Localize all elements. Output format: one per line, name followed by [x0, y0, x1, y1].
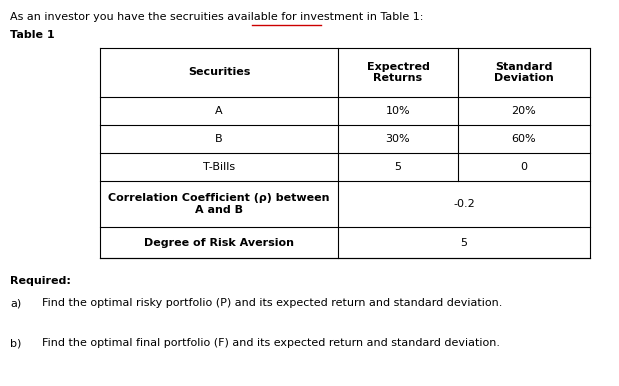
- Text: Table 1: Table 1: [10, 30, 54, 40]
- Text: a): a): [10, 298, 21, 308]
- Text: 5: 5: [461, 238, 467, 248]
- Text: Find the optimal risky portfolio (P) and its expected return and standard deviat: Find the optimal risky portfolio (P) and…: [42, 298, 503, 308]
- Text: Expectred
Returns: Expectred Returns: [366, 61, 430, 83]
- Text: B: B: [215, 134, 223, 144]
- Text: Find the optimal final portfolio (F) and its expected return and standard deviat: Find the optimal final portfolio (F) and…: [42, 338, 500, 348]
- Text: 0: 0: [521, 162, 527, 172]
- Text: b): b): [10, 338, 22, 348]
- Text: 60%: 60%: [512, 134, 536, 144]
- Text: 10%: 10%: [386, 106, 410, 116]
- Text: Degree of Risk Aversion: Degree of Risk Aversion: [144, 238, 294, 248]
- Text: T-Bills: T-Bills: [203, 162, 235, 172]
- Text: Correlation Coefficient (ρ) between
A and B: Correlation Coefficient (ρ) between A an…: [108, 193, 330, 215]
- Text: Required:: Required:: [10, 276, 71, 286]
- Text: -0.2: -0.2: [453, 199, 475, 209]
- Text: 20%: 20%: [512, 106, 537, 116]
- Text: As an investor you have the secruities available for investment in Table 1:: As an investor you have the secruities a…: [10, 12, 423, 22]
- Text: Securities: Securities: [188, 67, 250, 77]
- Text: A: A: [215, 106, 223, 116]
- Text: 30%: 30%: [386, 134, 410, 144]
- Text: Standard
Deviation: Standard Deviation: [494, 61, 554, 83]
- Text: 5: 5: [394, 162, 402, 172]
